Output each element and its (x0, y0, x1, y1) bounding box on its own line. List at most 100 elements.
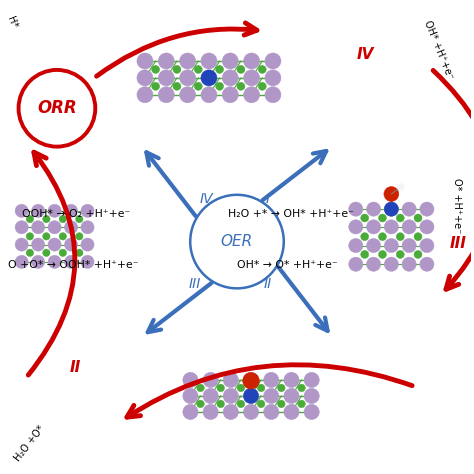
Circle shape (384, 202, 399, 216)
Text: H₂O +O*: H₂O +O* (12, 424, 46, 464)
Circle shape (244, 388, 259, 403)
Circle shape (397, 183, 404, 191)
Circle shape (180, 70, 196, 86)
FancyArrowPatch shape (433, 71, 474, 289)
Circle shape (361, 214, 369, 222)
Circle shape (243, 373, 259, 389)
Text: O +O* → OOH* +H⁺+e⁻: O +O* → OOH* +H⁺+e⁻ (8, 260, 138, 270)
Circle shape (264, 373, 279, 388)
Circle shape (64, 204, 78, 218)
Circle shape (183, 373, 198, 388)
Circle shape (197, 400, 204, 408)
Text: H₂O +* → OH* +H⁺+e⁻: H₂O +* → OH* +H⁺+e⁻ (228, 209, 354, 219)
Circle shape (420, 202, 434, 216)
Circle shape (180, 53, 196, 69)
Text: IV: IV (200, 192, 213, 207)
Circle shape (402, 202, 416, 216)
Circle shape (222, 53, 238, 69)
Circle shape (265, 70, 281, 86)
Circle shape (48, 221, 61, 234)
Circle shape (75, 249, 83, 256)
Circle shape (64, 255, 78, 268)
Circle shape (237, 65, 245, 73)
Circle shape (81, 204, 94, 218)
Circle shape (137, 70, 153, 86)
Circle shape (304, 388, 319, 403)
Circle shape (244, 70, 260, 86)
Circle shape (26, 233, 34, 240)
Circle shape (32, 255, 45, 268)
Circle shape (15, 238, 28, 251)
Circle shape (298, 400, 305, 408)
Circle shape (402, 257, 416, 271)
Circle shape (158, 87, 174, 103)
Circle shape (402, 220, 416, 234)
Text: OH* → O* +H⁺+e⁻: OH* → O* +H⁺+e⁻ (237, 260, 337, 270)
Circle shape (396, 233, 404, 241)
Circle shape (194, 82, 202, 91)
Circle shape (59, 233, 66, 240)
Circle shape (222, 87, 238, 103)
Circle shape (32, 221, 45, 234)
Circle shape (366, 220, 381, 234)
Circle shape (152, 65, 160, 73)
Circle shape (32, 238, 45, 251)
Circle shape (201, 87, 217, 103)
Circle shape (378, 214, 386, 222)
Circle shape (26, 215, 34, 223)
Circle shape (278, 384, 285, 392)
Circle shape (197, 384, 204, 392)
Circle shape (396, 214, 404, 222)
Circle shape (152, 82, 160, 91)
Circle shape (81, 255, 94, 268)
Circle shape (75, 215, 83, 223)
Circle shape (237, 82, 245, 91)
Circle shape (378, 250, 386, 258)
Circle shape (349, 202, 363, 216)
Circle shape (244, 373, 259, 388)
Circle shape (201, 70, 217, 86)
Circle shape (384, 187, 399, 201)
Circle shape (384, 220, 399, 234)
Circle shape (81, 221, 94, 234)
Circle shape (43, 215, 50, 223)
Circle shape (32, 204, 45, 218)
Text: OOH* → O₂ +H⁺+e⁻: OOH* → O₂ +H⁺+e⁻ (22, 209, 130, 219)
FancyArrowPatch shape (146, 152, 196, 216)
Circle shape (284, 388, 299, 403)
FancyArrowPatch shape (148, 283, 211, 332)
Circle shape (237, 384, 245, 392)
Circle shape (244, 53, 260, 69)
Text: IV: IV (357, 47, 374, 62)
Circle shape (48, 255, 61, 268)
Text: III: III (450, 237, 467, 251)
Circle shape (43, 233, 50, 240)
Circle shape (48, 238, 61, 251)
Circle shape (414, 233, 422, 241)
Circle shape (194, 65, 202, 73)
Circle shape (26, 249, 34, 256)
Text: I: I (265, 192, 269, 207)
FancyArrowPatch shape (263, 151, 326, 200)
Circle shape (414, 214, 422, 222)
Circle shape (361, 233, 369, 241)
Circle shape (173, 65, 181, 73)
Circle shape (43, 249, 50, 256)
Circle shape (217, 400, 225, 408)
Circle shape (420, 220, 434, 234)
Circle shape (361, 250, 369, 258)
Circle shape (284, 373, 299, 388)
Circle shape (257, 384, 265, 392)
Circle shape (349, 238, 363, 253)
Circle shape (264, 388, 279, 403)
Text: OH* +H⁺+e⁻: OH* +H⁺+e⁻ (422, 19, 455, 81)
Circle shape (366, 238, 381, 253)
Circle shape (64, 238, 78, 251)
Circle shape (64, 221, 78, 234)
Circle shape (183, 388, 198, 403)
Circle shape (223, 388, 238, 403)
Circle shape (244, 388, 259, 403)
Circle shape (414, 250, 422, 258)
Circle shape (265, 53, 281, 69)
Circle shape (244, 87, 260, 103)
